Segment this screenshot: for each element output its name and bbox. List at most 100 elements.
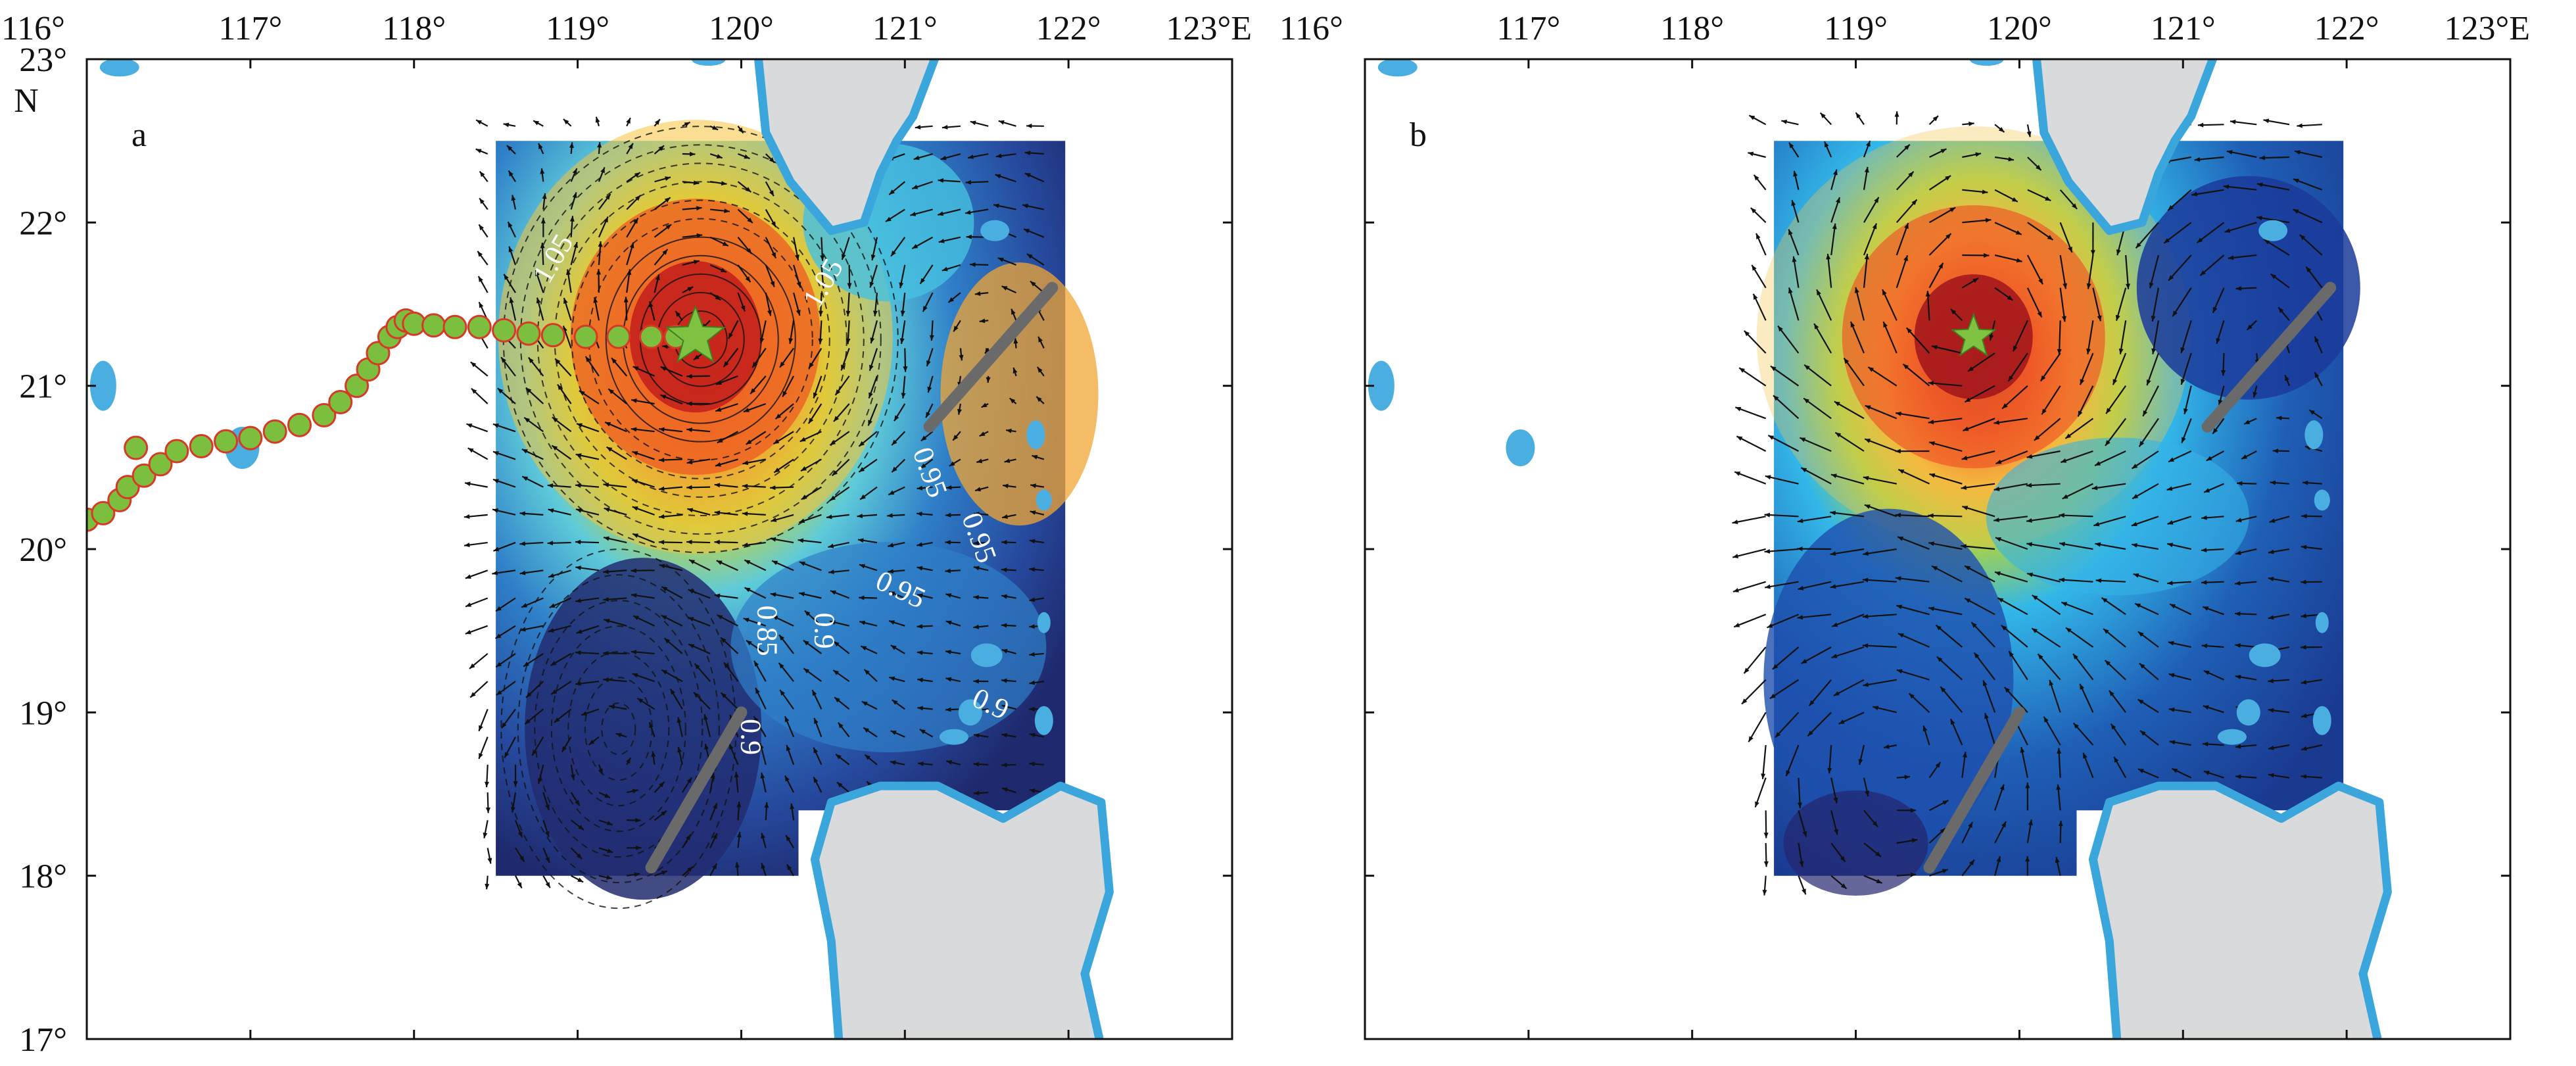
vector-arrowhead — [965, 210, 971, 215]
vector-arrowhead — [2182, 437, 2186, 443]
vector-arrow — [1961, 545, 1995, 550]
vector-arrowhead — [2301, 713, 2307, 718]
vector-arrowhead — [2026, 454, 2033, 459]
vector-arrowhead — [889, 676, 895, 681]
vector-arrowhead — [833, 641, 840, 647]
vector-arrowhead — [2309, 410, 2315, 415]
vector-arrowhead — [920, 435, 927, 441]
vector-arrowhead — [2194, 157, 2201, 162]
vector-arrowhead — [548, 573, 555, 578]
vector-arrowhead — [575, 566, 581, 571]
vector-arrowhead — [611, 358, 617, 364]
vector-arrowhead — [2203, 606, 2209, 611]
vector-arrow — [1761, 744, 1767, 779]
vector-arrowhead — [761, 863, 766, 869]
vector-arrow — [1865, 404, 1897, 420]
vector-arrowhead — [2218, 399, 2223, 406]
vector-arrowhead — [2004, 687, 2011, 693]
vector-arrowhead — [569, 216, 575, 222]
vector-arrowhead — [715, 295, 721, 301]
vector-arrowhead — [519, 511, 525, 516]
vector-arrowhead — [1936, 656, 1943, 662]
vector-arrowhead — [2001, 625, 2007, 631]
vector-arrowhead — [2137, 769, 2144, 773]
vector-arrowhead — [2143, 410, 2148, 416]
vector-arrowhead — [1732, 588, 1739, 593]
vector-arrowhead — [636, 845, 642, 850]
vector-arrow — [2116, 287, 2127, 322]
vector-arrowhead — [714, 510, 721, 516]
vector-arrowhead — [544, 831, 550, 837]
vector-arrowhead — [770, 485, 776, 491]
vector-arrowhead — [2235, 611, 2241, 616]
vector-arrowhead — [1962, 752, 1967, 758]
vector-arrowhead — [661, 587, 668, 592]
vector-arrowhead — [2026, 518, 2032, 523]
vector-arrowhead — [940, 155, 947, 160]
vector-arrowhead — [495, 606, 502, 612]
vector-arrow — [2064, 418, 2094, 439]
vector-arrowhead — [1029, 788, 1036, 793]
vector-arrowhead — [892, 439, 897, 446]
vector-arrowhead — [2056, 784, 2061, 790]
vector-arrowhead — [1866, 141, 1871, 147]
vector-arrowhead — [537, 778, 542, 785]
vector-arrowhead — [772, 616, 778, 620]
vector-arrowhead — [588, 739, 595, 745]
vector-arrow — [1929, 473, 1963, 485]
vector-arrowhead — [796, 281, 801, 288]
vector-arrowhead — [2090, 250, 2095, 256]
vector-arrowhead — [716, 560, 723, 566]
vector-arrowhead — [995, 174, 1001, 179]
island — [2312, 706, 2331, 735]
vector-arrowhead — [808, 418, 814, 424]
vector-arrowhead — [2201, 515, 2207, 520]
section-lines-b — [1923, 281, 2337, 874]
vector-arrowhead — [603, 650, 609, 656]
vector-arrow — [1770, 365, 1800, 387]
vector-arrowhead — [2168, 707, 2175, 712]
vector-arrowhead — [1770, 366, 1777, 372]
vector-arrowhead — [973, 566, 980, 571]
island — [2249, 643, 2281, 667]
vector-arrowhead — [2167, 543, 2174, 548]
vector-arrowhead — [2270, 274, 2277, 279]
vector-arrowhead — [631, 398, 637, 403]
vector-arrow — [1767, 614, 1799, 629]
vector-arrowhead — [1834, 690, 1840, 696]
vector-arrowhead — [841, 254, 846, 260]
vector-arrowhead — [2293, 209, 2299, 214]
vector-arrowhead — [2105, 660, 2111, 666]
vector-arrowhead — [918, 761, 924, 766]
vector-arrowhead — [609, 704, 615, 710]
vector-arrowhead — [2139, 663, 2145, 669]
vector-arrowhead — [771, 252, 776, 258]
vector-arrowhead — [2200, 270, 2206, 276]
vector-arrowhead — [1764, 512, 1771, 518]
vector-arrowhead — [686, 777, 692, 784]
vector-arrowhead — [1026, 254, 1033, 259]
vector-arrowhead — [970, 120, 976, 126]
island — [939, 729, 968, 745]
vector-arrowhead — [1863, 475, 1869, 481]
vector-arrowhead — [2015, 230, 2022, 235]
vector-arrowhead — [997, 257, 1004, 262]
vector-arrowhead — [2268, 549, 2274, 554]
vector-arrowhead — [1840, 883, 1847, 889]
vector-arrowhead — [632, 616, 639, 621]
vector-arrowhead — [724, 208, 730, 214]
vector-arrowhead — [1022, 203, 1028, 208]
contour-line — [550, 625, 686, 833]
vector-arrowhead — [2057, 748, 2062, 754]
vector-arrowhead — [870, 337, 875, 344]
y-tick-label: 20° — [19, 531, 67, 569]
vector-arrowhead — [1975, 152, 1982, 157]
vector-arrowhead — [775, 414, 782, 420]
vector-arrowhead — [1781, 119, 1788, 124]
vector-arrowhead — [799, 592, 805, 597]
vector-arrowhead — [1791, 200, 1796, 206]
vector-arrowhead — [604, 216, 608, 223]
vector-arrowhead — [1932, 566, 1938, 571]
vector-arrow — [1940, 686, 1963, 714]
vector-arrowhead — [2062, 494, 2068, 499]
